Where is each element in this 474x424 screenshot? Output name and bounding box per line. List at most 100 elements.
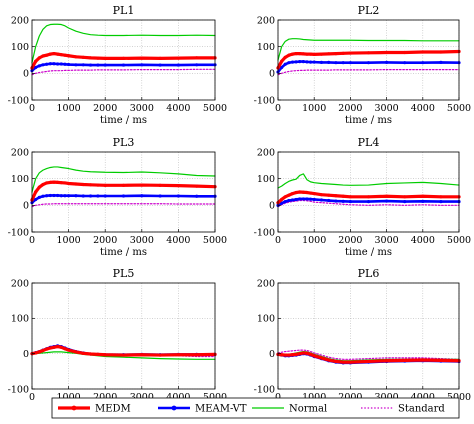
- data-point-meam-vt: [421, 199, 425, 203]
- data-point-medm: [421, 358, 425, 362]
- data-point-meam-vt: [290, 198, 295, 202]
- series-line-meam-vt: [30, 194, 217, 204]
- panel-pl6-title: PL6: [358, 267, 380, 280]
- data-point-medm: [283, 55, 287, 59]
- x-tick-label: 0: [275, 103, 281, 114]
- data-point-meam-vt: [195, 63, 199, 67]
- data-point-medm: [52, 180, 56, 184]
- data-point-meam-vt: [96, 63, 100, 67]
- data-point-medm: [287, 53, 291, 57]
- data-point-medm: [312, 52, 316, 57]
- data-point-meam-vt: [45, 194, 49, 198]
- panel-pl6-plot-area: [278, 283, 459, 389]
- data-point-meam-vt: [103, 63, 107, 67]
- data-point-meam-vt: [301, 60, 305, 64]
- data-point-medm: [283, 195, 287, 199]
- data-point-medm: [59, 181, 63, 185]
- data-point-medm: [176, 184, 180, 188]
- data-point-medm: [290, 353, 295, 357]
- x-tick-label: 4000: [411, 103, 435, 114]
- data-point-medm: [37, 56, 41, 60]
- data-point-meam-vt: [319, 198, 324, 202]
- y-tick-label: 100: [257, 314, 275, 325]
- data-point-medm: [403, 358, 407, 362]
- data-point-medm: [280, 59, 284, 63]
- panel-pl3: 0 1000 2000 3000 4000 5000-1000100200PL3time …: [8, 136, 227, 258]
- panel-pl3-x-axis-label: time / ms: [100, 247, 147, 258]
- data-point-medm: [34, 59, 38, 63]
- data-point-medm: [48, 346, 52, 350]
- data-point-medm: [319, 356, 324, 360]
- data-point-medm: [341, 360, 345, 364]
- legend-marker-medm: [71, 405, 77, 411]
- data-point-medm: [439, 50, 443, 54]
- data-point-medm: [195, 56, 199, 60]
- y-tick-label: 200: [11, 147, 29, 158]
- data-point-medm: [121, 56, 126, 61]
- data-point-medm: [88, 352, 93, 356]
- data-point-medm: [63, 53, 67, 57]
- data-point-medm: [103, 183, 107, 187]
- panel-pl1-frame: [31, 19, 216, 101]
- data-point-meam-vt: [52, 193, 56, 198]
- panel-pl2: 0 1000 2000 3000 4000 5000-1000100200PL2time …: [254, 4, 471, 126]
- data-point-meam-vt: [96, 194, 100, 198]
- x-tick-label: 1000: [57, 392, 81, 403]
- data-point-meam-vt: [140, 194, 144, 198]
- legend-item-meam-vt: MEAM-VT: [158, 404, 247, 415]
- data-point-meam-vt: [327, 198, 331, 203]
- data-point-medm: [45, 181, 49, 185]
- data-point-medm: [366, 195, 371, 199]
- data-point-medm: [103, 56, 107, 61]
- data-point-medm: [287, 353, 291, 357]
- legend: MEDM MEAM-VT Normal Standard: [51, 397, 460, 419]
- data-point-meam-vt: [158, 63, 162, 67]
- y-tick-label: 0: [269, 349, 275, 360]
- x-tick-label: 5000: [203, 392, 227, 403]
- x-tick-label: 1000: [302, 392, 326, 403]
- y-tick-label: -100: [8, 95, 29, 106]
- data-point-meam-vt: [63, 62, 67, 66]
- data-point-meam-vt: [385, 60, 389, 64]
- data-point-meam-vt: [67, 62, 71, 67]
- data-point-meam-vt: [283, 62, 287, 66]
- series-line-normal: [277, 173, 460, 189]
- y-tick-label: 200: [257, 15, 275, 26]
- series-line-normal: [31, 351, 216, 360]
- data-point-medm: [294, 190, 298, 195]
- x-tick-label: 0: [29, 235, 35, 246]
- series-line-medm: [30, 345, 217, 357]
- y-tick-label: 0: [23, 349, 29, 360]
- data-point-medm: [298, 190, 302, 194]
- data-point-meam-vt: [294, 197, 298, 202]
- data-point-medm: [290, 52, 295, 56]
- data-point-medm: [294, 352, 298, 356]
- x-tick-label: 1000: [302, 235, 326, 246]
- data-point-meam-vt: [305, 60, 309, 64]
- data-point-meam-vt: [283, 200, 287, 204]
- data-point-medm: [121, 183, 126, 187]
- x-tick-label: 4000: [411, 235, 435, 246]
- data-point-medm: [96, 352, 100, 356]
- data-point-medm: [385, 359, 389, 363]
- data-point-meam-vt: [195, 194, 199, 198]
- data-point-medm: [41, 54, 45, 58]
- data-point-medm: [305, 52, 309, 56]
- data-point-medm: [341, 51, 345, 55]
- panel-pl5: 010002000300040005000-1000100200PL5time …: [8, 267, 227, 415]
- data-point-meam-vt: [176, 63, 180, 67]
- series-line-meam-vt: [276, 197, 461, 207]
- panel-pl4-x-axis-label: time / ms: [345, 247, 392, 258]
- data-point-meam-vt: [48, 62, 52, 66]
- x-tick-label: 3000: [130, 392, 154, 403]
- data-point-medm: [366, 359, 371, 364]
- panel-pl3-plot-area: [32, 152, 215, 232]
- y-tick-label: 200: [257, 278, 275, 289]
- x-tick-label: 5000: [447, 103, 471, 114]
- data-point-medm: [195, 353, 199, 357]
- legend-marker-meam-vt: [171, 405, 177, 411]
- data-point-medm: [56, 345, 60, 349]
- y-tick-label: -100: [254, 227, 275, 238]
- data-point-medm: [59, 345, 63, 349]
- series-line-normal: [277, 38, 460, 61]
